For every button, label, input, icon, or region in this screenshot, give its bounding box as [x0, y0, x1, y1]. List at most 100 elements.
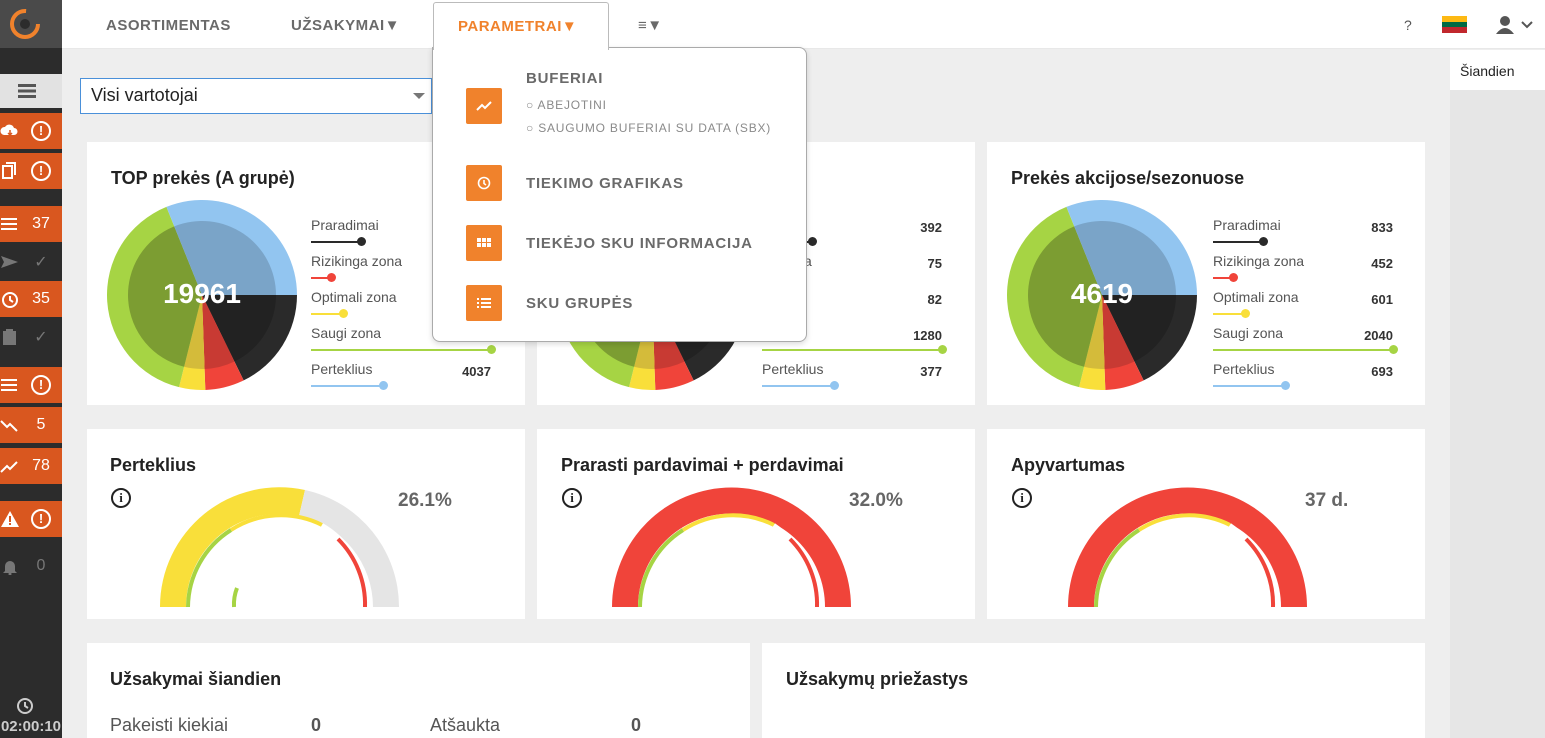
legend-bar — [1213, 277, 1233, 279]
list-icon — [18, 84, 36, 98]
legend-value: 82 — [927, 292, 942, 307]
nav-more[interactable]: ≡▼ — [638, 17, 663, 34]
pie-card-top: TOP prekės (A grupė) 19961 Praradimai Riz… — [87, 142, 525, 405]
gauge-value: 26.1% — [398, 490, 452, 511]
legend-label: Perteklius — [1213, 361, 1275, 377]
legend-bar — [311, 385, 383, 387]
sidebar-row[interactable]: ! — [0, 153, 62, 189]
trending-up-icon[interactable] — [466, 88, 502, 124]
app-logo[interactable] — [0, 0, 62, 48]
legend-value: 693 — [1371, 364, 1393, 379]
sidebar-row[interactable]: ✓ — [0, 244, 62, 280]
user-filter-select[interactable]: Visi vartotojai — [80, 78, 432, 114]
sidebar-row[interactable]: ! — [0, 501, 62, 537]
sidebar-badge: 5 — [36, 416, 46, 433]
info-icon[interactable]: i — [111, 488, 131, 508]
timer-icon — [2, 292, 18, 308]
info-icon[interactable]: i — [1012, 488, 1032, 508]
trending-down-icon — [0, 420, 18, 432]
legend-bar — [1213, 241, 1263, 243]
sidebar-menu-button[interactable] — [0, 74, 62, 108]
sidebar: !! 37 ✓ 35 ✓! 5 78! 0 02:00:10 — [0, 0, 62, 738]
sidebar-badge: 0 — [36, 557, 46, 574]
card-title: Prekės akcijose/sezonuose — [1011, 168, 1245, 188]
sidebar-row[interactable]: 78 — [0, 448, 62, 484]
pie-total: 19961 — [163, 278, 241, 309]
clock-icon — [17, 698, 33, 714]
sidebar-row[interactable]: 37 — [0, 206, 62, 242]
legend-label: Saugi zona — [311, 325, 382, 341]
menu-item-supply-schedule[interactable]: TIEKIMO GRAFIKAS — [526, 175, 684, 192]
gauge-card-turnover: Apyvartumas i 37 d. — [987, 429, 1425, 619]
legend-value: 2040 — [1364, 328, 1393, 343]
legend-row: Rizikinga zona — [311, 253, 491, 289]
legend-dot — [357, 237, 366, 246]
pie-chart — [107, 200, 297, 390]
legend-dot — [1259, 237, 1268, 246]
gauge-chart — [159, 487, 400, 608]
card-title: Apyvartumas — [1011, 455, 1126, 475]
pie-slice — [1102, 295, 1135, 369]
legend-row: Optimali zona — [311, 289, 491, 325]
legend-bar — [311, 349, 491, 351]
pie-slice — [1102, 295, 1176, 362]
legend-bar — [1213, 313, 1245, 315]
nav-orders[interactable]: UŽSAKYMAI▼ — [291, 17, 401, 34]
legend-bar — [311, 313, 343, 315]
lithuania-flag-icon[interactable] — [1442, 16, 1467, 33]
legend-label: Optimali zona — [311, 289, 397, 305]
chevron-down-icon — [413, 93, 425, 99]
pie-slice — [1084, 295, 1105, 369]
nav-parameters[interactable]: PARAMETRAI▼ — [433, 2, 609, 50]
legend-row: Rizikinga zona 452 — [1213, 253, 1393, 289]
pie-slice — [202, 295, 235, 369]
send-icon — [1, 256, 18, 268]
bell-icon — [3, 561, 17, 575]
legend-label: Praradimai — [311, 217, 379, 233]
grid-icon[interactable] — [466, 225, 502, 261]
clock-icon[interactable] — [466, 165, 502, 201]
sidebar-row[interactable]: 5 — [0, 407, 62, 443]
sidebar-row[interactable]: ! — [0, 367, 62, 403]
pie-slice — [202, 295, 276, 362]
sidebar-badge: 35 — [32, 290, 50, 307]
legend-dot — [808, 237, 817, 246]
legend-row: Perteklius 693 — [1213, 361, 1393, 397]
menu-item-sku-groups[interactable]: SKU GRUPĖS — [526, 295, 634, 312]
menu-subitem-doubtful[interactable]: ○ ABEJOTINI — [526, 98, 607, 112]
logo-icon — [10, 9, 40, 39]
list-icon — [1, 218, 17, 230]
today-tab[interactable]: Šiandien — [1450, 50, 1545, 90]
help-button[interactable]: ? — [1404, 17, 1412, 33]
menu-subitem-safety-buffers[interactable]: ○ SAUGUMO BUFERIAI SU DATA (SBX) — [526, 121, 772, 135]
sidebar-badge: ! — [26, 161, 56, 181]
order-reasons-card: Užsakymų priežastys — [762, 643, 1425, 738]
user-menu-icon[interactable] — [1496, 14, 1536, 36]
legend-dot — [1241, 309, 1250, 318]
menu-item-buffers[interactable]: BUFERIAI — [526, 70, 604, 87]
pie-slice — [127, 226, 202, 367]
legend-dot — [938, 345, 947, 354]
nav-assortment[interactable]: ASORTIMENTAS — [106, 17, 231, 34]
menu-item-supplier-sku-info[interactable]: TIEKĖJO SKU INFORMACIJA — [526, 235, 753, 252]
legend-bar — [762, 349, 942, 351]
sidebar-row[interactable]: ! — [0, 113, 62, 149]
card-title: Prarasti pardavimai + perdavimai — [561, 455, 844, 475]
sidebar-row[interactable]: ✓ — [0, 319, 62, 355]
legend-row: Optimali zona 601 — [1213, 289, 1393, 325]
info-icon[interactable]: i — [562, 488, 582, 508]
card-title: TOP prekės (A grupė) — [111, 168, 295, 188]
legend-row: Perteklius 4037 — [311, 361, 491, 397]
sidebar-badge: 78 — [32, 457, 50, 474]
list-icon[interactable] — [466, 285, 502, 321]
pie-card-promo: Prekės akcijose/sezonuose 4619 Praradima… — [987, 142, 1425, 405]
sidebar-row[interactable]: 0 — [0, 548, 62, 584]
right-panel: Šiandien — [1450, 50, 1545, 738]
legend-dot — [1281, 381, 1290, 390]
legend-label: Perteklius — [311, 361, 373, 377]
legend-bar — [1213, 349, 1393, 351]
legend-value: 1280 — [913, 328, 942, 343]
trending-up-icon — [0, 461, 18, 473]
sidebar-row[interactable]: 35 — [0, 281, 62, 317]
parameters-dropdown: BUFERIAI ○ ABEJOTINI ○ SAUGUMO BUFERIAI … — [432, 47, 807, 342]
